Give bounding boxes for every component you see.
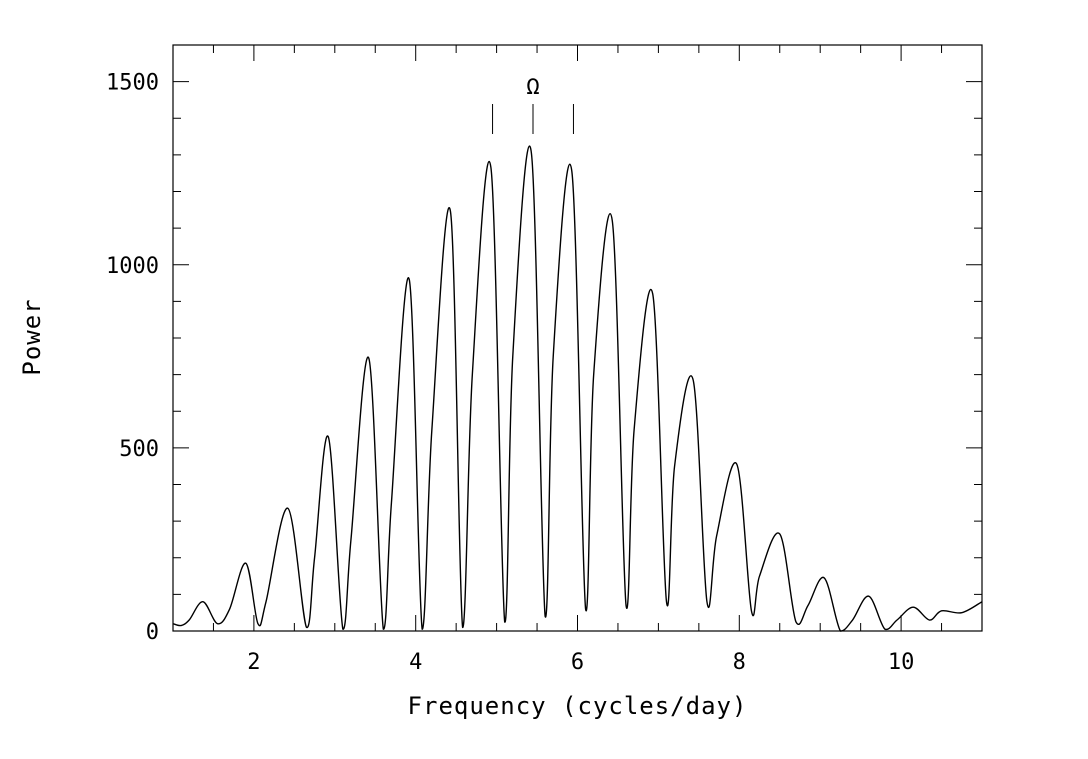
plot-frame	[172, 44, 983, 632]
marker-label-omega: Ω	[526, 75, 539, 100]
x-tick-labels: 2 4 6 8 10	[247, 650, 914, 675]
power-spectrum-line	[172, 145, 983, 632]
x-tick-label: 6	[571, 650, 584, 675]
x-tick-label: 2	[247, 650, 260, 675]
minor-ticks	[172, 44, 983, 631]
x-tick-label: 4	[409, 650, 422, 675]
x-tick-label: 10	[888, 650, 915, 675]
y-tick-labels: 0 500 1000 1500	[106, 71, 159, 645]
y-tick-label: 0	[146, 620, 159, 645]
marker-lines: Ω	[492, 75, 574, 134]
y-tick-label: 1500	[106, 71, 159, 96]
x-tick-label: 8	[733, 650, 746, 675]
y-axis-label: Power	[18, 298, 46, 375]
x-axis-label: Frequency (cycles/day)	[408, 692, 748, 720]
y-tick-label: 1000	[106, 254, 159, 279]
y-tick-label: 500	[119, 437, 159, 462]
